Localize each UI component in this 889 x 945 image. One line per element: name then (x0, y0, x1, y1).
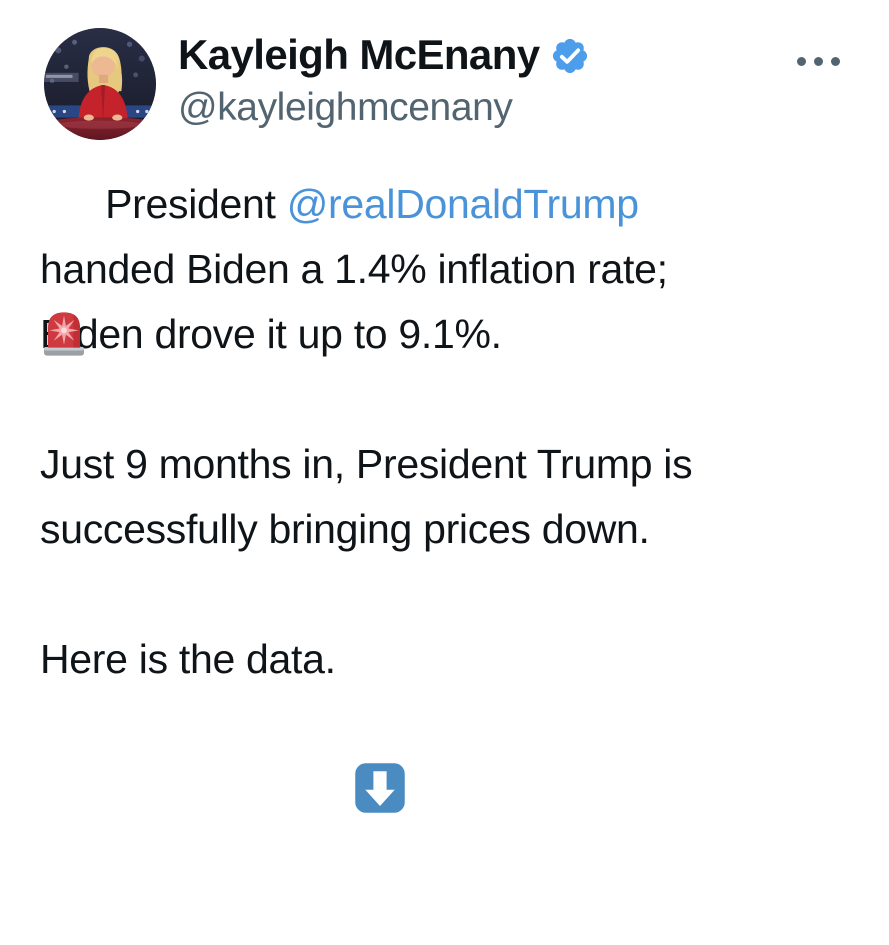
tweet-text-line: handed Biden a 1.4% inflation rate; (40, 237, 861, 302)
police-light-emoji (40, 179, 88, 356)
tweet-text: President @realDonaldTrump handed Biden a… (40, 172, 861, 813)
tweet-text-segment: successfully bringing prices down. (40, 506, 650, 552)
tweet-text-segment: Biden drove it up to 9.1%. (40, 311, 502, 357)
tweet-text-line: Biden drove it up to 9.1%. (40, 302, 861, 367)
mention-link[interactable]: @realDonaldTrump (286, 181, 639, 227)
tweet-text-segment: President (94, 181, 287, 227)
more-options-icon (814, 57, 823, 66)
tweet-text-line: Just 9 months in, President Trump is (40, 432, 861, 497)
tweet-text-line: President @realDonaldTrump (40, 172, 861, 356)
profile-photo (44, 28, 156, 140)
user-identity: Kayleigh McEnany @kayleighmcenany (178, 30, 590, 131)
tweet-text-line: successfully bringing prices down. (40, 497, 861, 562)
tweet-card: Kayleigh McEnany @kayleighmcenany (40, 28, 861, 813)
display-name[interactable]: Kayleigh McEnany (178, 31, 540, 78)
more-options-icon (831, 57, 840, 66)
tweet-text-blank-line (40, 367, 861, 432)
down-arrow-emoji (353, 631, 407, 813)
user-handle[interactable]: @kayleighmcenany (178, 86, 513, 129)
tweet-header: Kayleigh McEnany @kayleighmcenany (44, 28, 849, 144)
name-row: Kayleigh McEnany (178, 30, 590, 80)
tweet-text-line: Here is the data. (40, 627, 861, 813)
tweet-text-segment: handed Biden a 1.4% inflation rate; (40, 246, 668, 292)
more-options-button[interactable] (793, 53, 844, 70)
tweet-text-segment: Here is the data. (40, 636, 347, 682)
tweet-text-segment: Just 9 months in, President Trump is (40, 441, 693, 487)
verified-badge-icon (550, 36, 590, 76)
tweet-text-blank-line (40, 562, 861, 627)
avatar[interactable] (44, 28, 156, 140)
more-options-icon (797, 57, 806, 66)
